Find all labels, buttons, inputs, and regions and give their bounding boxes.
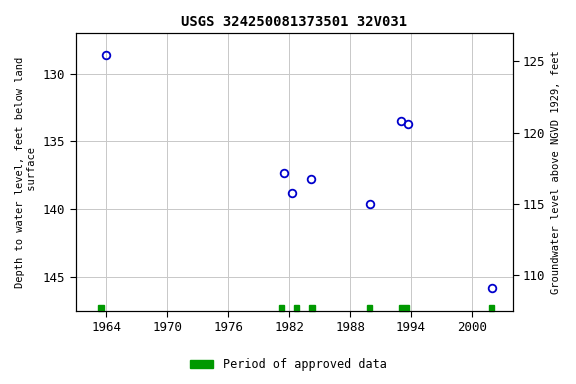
Y-axis label: Groundwater level above NGVD 1929, feet: Groundwater level above NGVD 1929, feet (551, 50, 561, 294)
Bar (489, 305, 494, 311)
Bar (98, 305, 104, 311)
Bar (309, 305, 314, 311)
Bar (367, 305, 373, 311)
Legend: Period of approved data: Period of approved data (185, 354, 391, 376)
Title: USGS 324250081373501 32V031: USGS 324250081373501 32V031 (181, 15, 407, 29)
Bar (294, 305, 300, 311)
Y-axis label: Depth to water level, feet below land
 surface: Depth to water level, feet below land su… (15, 56, 37, 288)
Bar (279, 305, 284, 311)
Bar (399, 305, 409, 311)
